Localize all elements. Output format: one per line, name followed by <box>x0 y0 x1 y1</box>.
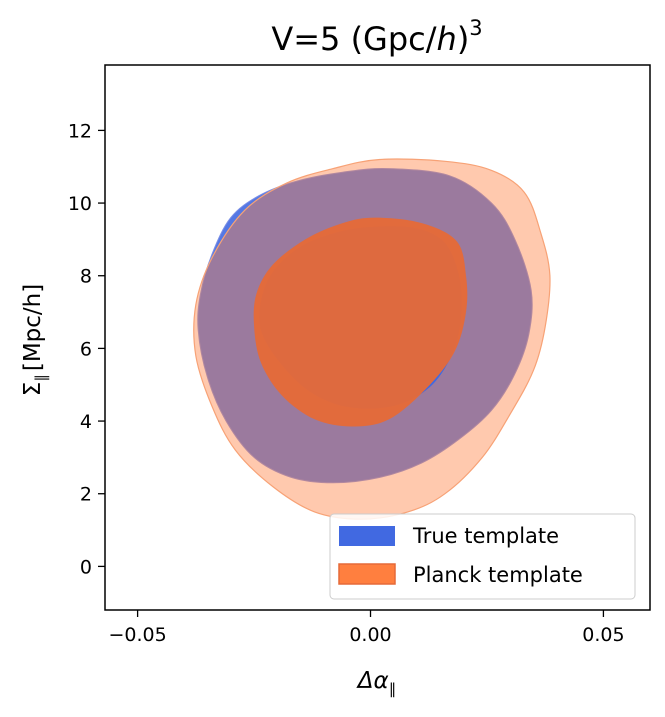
y-tick-label: 0 <box>80 556 92 578</box>
y-tick-label: 6 <box>80 338 92 360</box>
y-tick-label: 8 <box>80 266 92 288</box>
y-tick-label: 12 <box>68 120 92 142</box>
x-axis-ticks: −0.05 0.00 0.05 <box>108 610 625 646</box>
legend: True template Planck template <box>329 513 636 600</box>
x-axis-label: Δα∥ <box>356 668 396 698</box>
planck-template-contour-1-sigma <box>253 217 468 427</box>
legend-swatch-planck-template <box>338 563 396 585</box>
x-tick-label: −0.05 <box>108 624 166 646</box>
y-tick-label: 2 <box>80 484 92 506</box>
legend-box <box>329 513 636 600</box>
plot-frame <box>104 64 651 611</box>
legend-swatch-true-template <box>339 526 395 546</box>
legend-label-planck-template: Planck template <box>413 563 583 587</box>
y-tick-label: 4 <box>80 411 92 433</box>
y-axis-label: Σ∥[Mpc/h] <box>20 284 50 396</box>
y-axis-ticks: 0 2 4 6 8 10 12 <box>68 120 105 578</box>
legend-label-true-template: True template <box>412 524 559 548</box>
x-tick-label: 0.00 <box>349 624 391 646</box>
y-tick-label: 10 <box>68 193 92 215</box>
x-tick-label: 0.05 <box>582 624 624 646</box>
chart-title: V=5 (Gpc/h)3 <box>271 16 482 58</box>
contour-layer <box>193 158 551 520</box>
